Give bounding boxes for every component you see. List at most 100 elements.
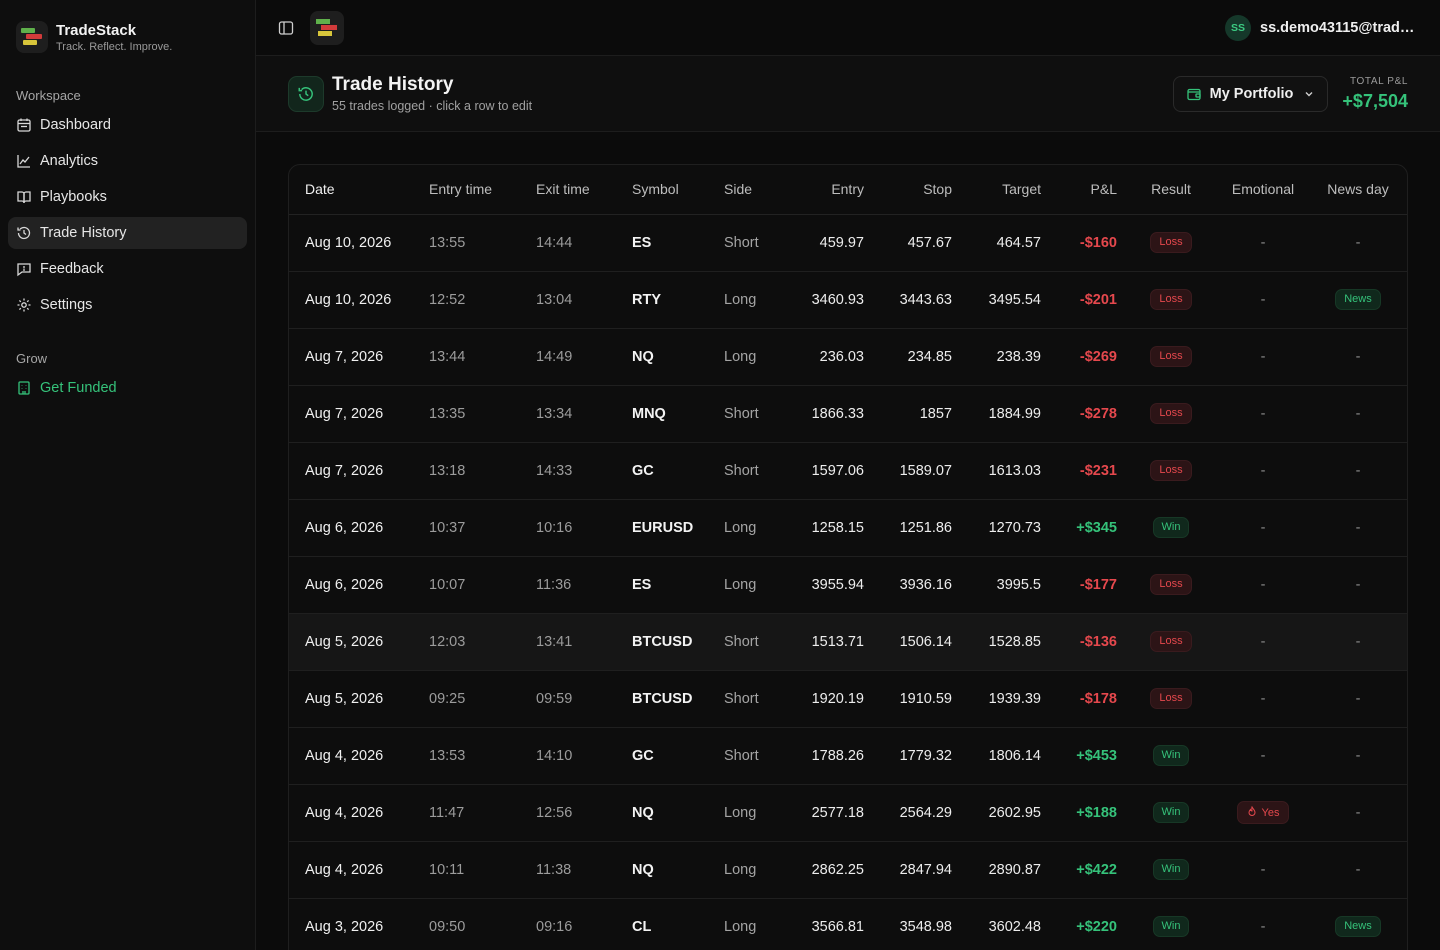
result-badge: Win xyxy=(1152,859,1190,880)
news-empty: - xyxy=(1355,861,1361,878)
cell-date: Aug 7, 2026 xyxy=(289,328,421,386)
cell-entry: 1513.71 xyxy=(784,613,872,671)
cell-exit-time: 10:16 xyxy=(528,499,624,557)
cell-date: Aug 3, 2026 xyxy=(289,898,421,950)
sidebar-item-playbooks[interactable]: Playbooks xyxy=(8,181,247,213)
portfolio-label: My Portfolio xyxy=(1209,85,1294,102)
table-row[interactable]: Aug 4, 2026 13:53 14:10 GC Short 1788.26 1779.… xyxy=(289,727,1407,785)
cell-date: Aug 7, 2026 xyxy=(289,442,421,500)
cell-result: Win xyxy=(1125,499,1217,557)
col-header-date[interactable]: Date xyxy=(289,165,421,215)
col-header-pnl[interactable]: P&L xyxy=(1049,165,1125,215)
calendar-icon xyxy=(17,118,31,132)
result-badge: Win xyxy=(1152,916,1190,937)
cell-entry: 459.97 xyxy=(784,214,872,272)
cell-stop: 1910.59 xyxy=(872,670,960,728)
cell-date: Aug 6, 2026 xyxy=(289,556,421,614)
cell-symbol: BTCUSD xyxy=(624,670,716,728)
cell-side: Long xyxy=(716,556,784,614)
cell-emotional: - xyxy=(1217,328,1309,386)
cell-stop: 2564.29 xyxy=(872,784,960,842)
sidebar-item-dashboard[interactable]: Dashboard xyxy=(8,109,247,141)
cell-target: 238.39 xyxy=(960,328,1049,386)
sidebar-item-get-funded[interactable]: Get Funded xyxy=(8,372,247,404)
col-header-stop[interactable]: Stop xyxy=(872,165,960,215)
col-header-emotional[interactable]: Emotional xyxy=(1217,165,1309,215)
emotional-empty: - xyxy=(1260,348,1266,365)
cell-target: 464.57 xyxy=(960,214,1049,272)
user-menu[interactable]: SS ss.demo43115@tradestack.app xyxy=(1225,14,1420,41)
sidebar-item-analytics[interactable]: Analytics xyxy=(8,145,247,177)
cell-entry-time: 09:25 xyxy=(421,670,528,728)
cell-exit-time: 14:33 xyxy=(528,442,624,500)
cell-stop: 3443.63 xyxy=(872,271,960,329)
topbar-logo[interactable] xyxy=(310,10,344,45)
news-empty: - xyxy=(1355,348,1361,365)
emotional-empty: - xyxy=(1260,747,1266,764)
cell-symbol: GC xyxy=(624,442,716,500)
portfolio-select[interactable]: My Portfolio xyxy=(1172,75,1329,112)
cell-entry-time: 13:35 xyxy=(421,385,528,443)
col-header-entry-time[interactable]: Entry time xyxy=(421,165,528,215)
col-header-news-day[interactable]: News day xyxy=(1309,165,1407,215)
total-pnl-value: +$7,504 xyxy=(1342,90,1408,111)
table-row[interactable]: Aug 6, 2026 10:37 10:16 EURUSD Long 1258.15 12… xyxy=(289,499,1407,557)
table-row[interactable]: Aug 7, 2026 13:18 14:33 GC Short 1597.06 1589.… xyxy=(289,442,1407,500)
message-icon xyxy=(17,263,31,277)
cell-emotional: - xyxy=(1217,556,1309,614)
wallet-icon xyxy=(1186,88,1201,100)
brand-name: TradeStack xyxy=(56,21,137,39)
table-row[interactable]: Aug 7, 2026 13:35 13:34 MNQ Short 1866.33 1857… xyxy=(289,385,1407,443)
cell-pnl: +$422 xyxy=(1049,841,1125,899)
table-row[interactable]: Aug 7, 2026 13:44 14:49 NQ Long 236.03 234.85 2… xyxy=(289,328,1407,386)
sidebar-item-settings[interactable]: Settings xyxy=(8,289,247,321)
table-row[interactable]: Aug 4, 2026 10:11 11:38 NQ Long 2862.25 2847.9… xyxy=(289,841,1407,899)
cell-symbol: ES xyxy=(624,214,716,272)
cell-entry-time: 13:53 xyxy=(421,727,528,785)
result-badge: Loss xyxy=(1150,688,1192,709)
table-row[interactable]: Aug 4, 2026 11:47 12:56 NQ Long 2577.18 2564.2… xyxy=(289,784,1407,842)
cell-date: Aug 4, 2026 xyxy=(289,727,421,785)
sidebar-item-trade-history[interactable]: Trade History xyxy=(8,217,247,249)
cell-stop: 1857 xyxy=(872,385,960,443)
cell-pnl: +$220 xyxy=(1049,898,1125,950)
table-row[interactable]: Aug 5, 2026 12:03 13:41 BTCUSD Short 1513.71 1… xyxy=(289,613,1407,671)
col-header-result[interactable]: Result xyxy=(1125,165,1217,215)
cell-side: Long xyxy=(716,841,784,899)
sidebar-toggle-button[interactable] xyxy=(276,18,296,38)
result-badge: Win xyxy=(1152,745,1190,766)
emotional-badge: Yes xyxy=(1236,801,1290,824)
cell-news-day: - xyxy=(1309,784,1407,842)
cell-side: Short xyxy=(716,442,784,500)
total-pnl-label: TOTAL P&L xyxy=(1349,75,1408,87)
cell-entry: 3955.94 xyxy=(784,556,872,614)
brand[interactable]: TradeStack Track. Reflect. Improve. xyxy=(0,0,255,74)
cell-entry: 3566.81 xyxy=(784,898,872,950)
table-row[interactable]: Aug 10, 2026 13:55 14:44 ES Short 459.97 457.6… xyxy=(289,214,1407,272)
cell-side: Long xyxy=(716,328,784,386)
col-header-entry[interactable]: Entry xyxy=(784,165,872,215)
col-header-symbol[interactable]: Symbol xyxy=(624,165,716,215)
sidebar-item-label: Analytics xyxy=(40,153,99,169)
col-header-exit-time[interactable]: Exit time xyxy=(528,165,624,215)
cell-exit-time: 11:38 xyxy=(528,841,624,899)
table-row[interactable]: Aug 5, 2026 09:25 09:59 BTCUSD Short 1920.19 1… xyxy=(289,670,1407,728)
result-badge: Loss xyxy=(1150,346,1192,367)
col-header-side[interactable]: Side xyxy=(716,165,784,215)
brand-tagline: Track. Reflect. Improve. xyxy=(56,40,173,53)
cell-side: Long xyxy=(716,898,784,950)
topbar: SS ss.demo43115@tradestack.app xyxy=(256,0,1440,56)
avatar: SS xyxy=(1225,14,1251,41)
cell-symbol: NQ xyxy=(624,328,716,386)
cell-entry-time: 13:55 xyxy=(421,214,528,272)
cell-side: Short xyxy=(716,727,784,785)
trade-table-container: Date Entry time Exit time Symbol Side En… xyxy=(288,164,1408,950)
table-row[interactable]: Aug 3, 2026 09:50 09:16 CL Long 3566.81 3548.9… xyxy=(289,898,1407,950)
table-row[interactable]: Aug 10, 2026 12:52 13:04 RTY Long 3460.93 3443… xyxy=(289,271,1407,329)
page-header: Trade History 55 trades logged · click a… xyxy=(256,56,1440,132)
cell-target: 3602.48 xyxy=(960,898,1049,950)
sidebar-item-feedback[interactable]: Feedback xyxy=(8,253,247,285)
col-header-target[interactable]: Target xyxy=(960,165,1049,215)
cell-result: Win xyxy=(1125,898,1217,950)
table-row[interactable]: Aug 6, 2026 10:07 11:36 ES Long 3955.94 3936.1… xyxy=(289,556,1407,614)
